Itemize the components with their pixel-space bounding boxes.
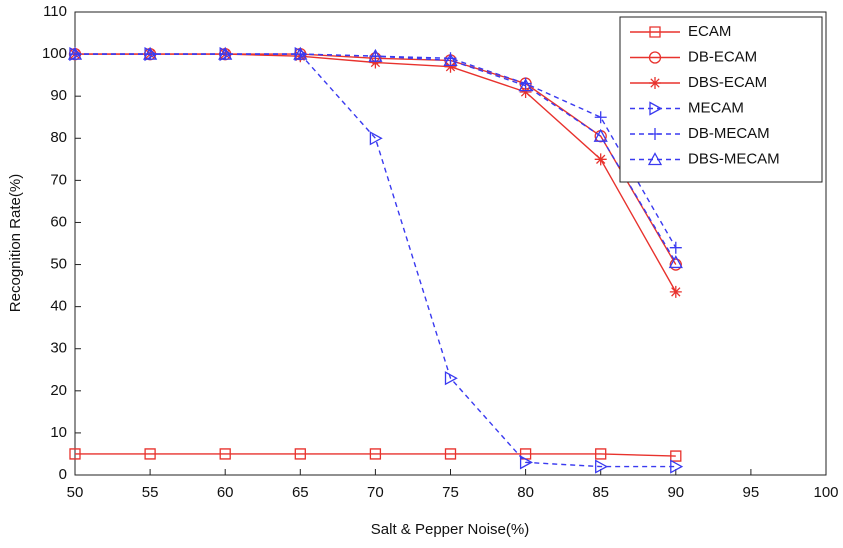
- x-tick-label: 95: [743, 484, 760, 501]
- y-tick-label: 90: [50, 87, 67, 104]
- legend-box: [619, 16, 823, 183]
- legend-label: DB-MECAM: [688, 125, 770, 142]
- legend-marker: [647, 152, 663, 166]
- marker: [669, 285, 682, 298]
- marker: [670, 450, 682, 462]
- marker: [369, 448, 382, 460]
- marker: [518, 78, 533, 92]
- marker: [143, 46, 158, 60]
- marker: [519, 455, 533, 470]
- x-tick-label: 50: [67, 484, 84, 501]
- y-tick-label: 40: [50, 298, 67, 315]
- y-tick-label: 70: [50, 171, 67, 188]
- legend-label: MECAM: [688, 99, 744, 116]
- marker: [369, 131, 383, 146]
- legend-marker: [649, 128, 661, 140]
- marker: [144, 448, 156, 460]
- marker: [593, 128, 608, 142]
- y-tick-label: 0: [59, 466, 67, 483]
- legend-marker: [649, 101, 663, 116]
- marker: [595, 459, 609, 474]
- marker: [369, 56, 382, 69]
- series-line: [75, 453, 676, 457]
- legend-marker: [648, 51, 662, 64]
- y-axis-label: Recognition Rate(%): [7, 174, 24, 312]
- x-tick-label: 80: [517, 484, 534, 501]
- y-tick-label: 60: [50, 213, 67, 230]
- x-tick-label: 70: [367, 484, 384, 501]
- x-tick-label: 75: [442, 484, 459, 501]
- marker: [519, 85, 532, 98]
- marker: [294, 448, 306, 460]
- marker: [444, 448, 457, 460]
- x-axis-label: Salt & Pepper Noise(%): [371, 521, 529, 538]
- marker: [669, 241, 682, 254]
- x-tick-label: 90: [667, 484, 684, 501]
- y-tick-label: 30: [50, 340, 67, 357]
- marker: [444, 371, 458, 386]
- marker: [368, 48, 383, 62]
- marker: [668, 255, 683, 269]
- legend-label: DBS-ECAM: [688, 74, 767, 91]
- legend-marker: [649, 26, 661, 38]
- x-tick-label: 100: [813, 484, 838, 501]
- marker: [519, 448, 532, 460]
- y-tick-label: 80: [50, 129, 67, 146]
- legend-label: DBS-MECAM: [688, 150, 780, 167]
- marker: [219, 448, 231, 460]
- marker: [669, 258, 682, 271]
- y-tick-label: 20: [50, 382, 67, 399]
- series-line: [75, 53, 677, 263]
- x-tick-label: 65: [292, 484, 309, 501]
- marker: [218, 46, 233, 60]
- legend-label: ECAM: [688, 23, 731, 40]
- y-tick-label: 110: [43, 3, 67, 20]
- marker: [594, 111, 607, 124]
- y-tick-label: 100: [42, 45, 67, 62]
- marker: [69, 448, 81, 460]
- marker: [443, 53, 458, 67]
- x-tick-label: 85: [592, 484, 609, 501]
- marker: [670, 459, 684, 474]
- x-tick-label: 60: [217, 484, 234, 501]
- y-tick-label: 10: [50, 424, 67, 441]
- x-tick-label: 55: [142, 484, 159, 501]
- legend-marker: [649, 77, 661, 89]
- marker: [67, 46, 83, 60]
- marker: [293, 46, 308, 60]
- y-tick-label: 50: [50, 256, 67, 273]
- marker: [444, 60, 457, 73]
- legend-label: DB-ECAM: [688, 48, 757, 65]
- marker: [594, 153, 607, 166]
- marker: [595, 448, 607, 460]
